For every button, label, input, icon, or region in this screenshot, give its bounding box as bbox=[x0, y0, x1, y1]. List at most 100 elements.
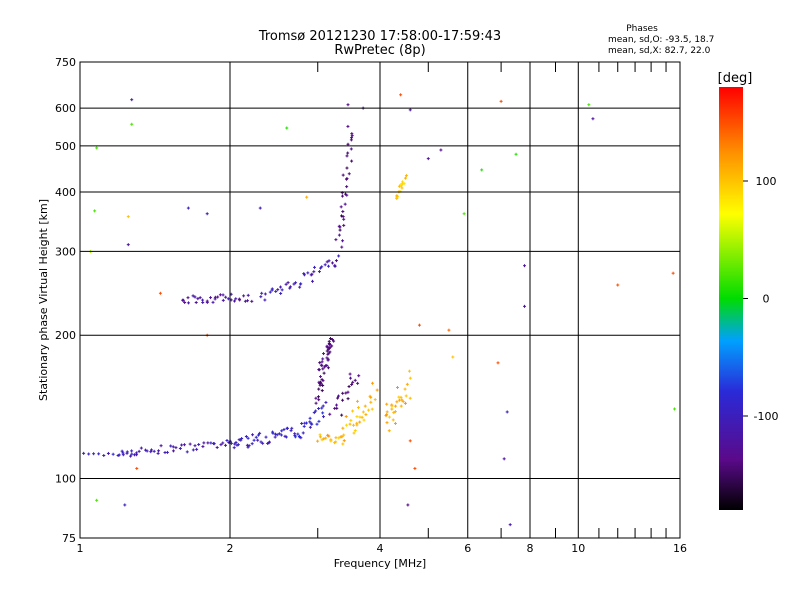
echo-point bbox=[319, 363, 323, 367]
echo-point bbox=[393, 410, 397, 414]
echo-point bbox=[130, 452, 134, 456]
echo-point bbox=[275, 433, 279, 437]
outlier-point bbox=[130, 122, 134, 126]
echo-point bbox=[346, 151, 350, 155]
echo-point bbox=[370, 407, 374, 411]
echo-point bbox=[351, 409, 355, 413]
echo-point bbox=[335, 403, 339, 407]
echo-point bbox=[326, 347, 330, 351]
echo-point bbox=[250, 442, 254, 446]
echo-point bbox=[347, 172, 351, 176]
echo-point bbox=[102, 453, 106, 457]
echo-point bbox=[355, 399, 359, 403]
echo-point bbox=[246, 436, 250, 440]
echo-point bbox=[221, 293, 225, 297]
outlier-point bbox=[130, 98, 134, 102]
echo-point bbox=[317, 398, 321, 402]
echo-point bbox=[289, 429, 293, 433]
x-tick-label: 16 bbox=[673, 542, 687, 555]
echo-point bbox=[194, 301, 198, 305]
echo-point bbox=[201, 301, 205, 305]
echo-point bbox=[329, 439, 333, 443]
echo-point bbox=[402, 182, 406, 186]
outlier-point bbox=[417, 323, 421, 327]
outlier-point bbox=[346, 103, 350, 107]
echo-point bbox=[185, 450, 189, 454]
echo-point bbox=[330, 261, 334, 265]
echo-point bbox=[350, 132, 354, 136]
echo-point bbox=[400, 186, 404, 190]
echo-point bbox=[309, 421, 313, 425]
echo-point bbox=[369, 400, 373, 404]
echo-point bbox=[325, 364, 329, 368]
echo-point bbox=[221, 298, 225, 302]
echo-point bbox=[408, 376, 412, 380]
echo-point bbox=[336, 396, 340, 400]
phase-info-heading: Phases bbox=[626, 24, 658, 34]
echo-point bbox=[316, 439, 320, 443]
echo-point bbox=[134, 451, 138, 455]
echo-point bbox=[321, 367, 325, 371]
echo-point bbox=[182, 443, 186, 447]
echo-point bbox=[326, 352, 330, 356]
outlier-point bbox=[591, 117, 595, 121]
echo-point bbox=[345, 185, 349, 189]
echo-point bbox=[392, 411, 396, 415]
echo-point bbox=[315, 422, 319, 426]
echo-point bbox=[197, 443, 201, 447]
y-tick-label: 500 bbox=[55, 140, 76, 153]
echo-point bbox=[334, 440, 338, 444]
echo-point bbox=[319, 380, 323, 384]
echo-point bbox=[254, 435, 258, 439]
echo-point bbox=[317, 368, 321, 372]
outlier-point bbox=[158, 291, 162, 295]
echo-point bbox=[259, 440, 263, 444]
echo-point bbox=[393, 421, 397, 425]
echo-point bbox=[341, 442, 345, 446]
echo-point bbox=[319, 382, 323, 386]
outlier-point bbox=[285, 126, 289, 130]
echo-point bbox=[323, 365, 327, 369]
echo-point bbox=[387, 415, 391, 419]
x-axis-label: Frequency [MHz] bbox=[334, 557, 426, 570]
echo-point bbox=[298, 285, 302, 289]
outlier-point bbox=[426, 157, 430, 161]
echo-point bbox=[82, 451, 86, 455]
echo-point bbox=[218, 293, 222, 297]
echo-point bbox=[341, 239, 345, 243]
echo-point bbox=[346, 124, 350, 128]
echo-point bbox=[284, 282, 288, 286]
echo-point bbox=[342, 223, 346, 227]
echo-point bbox=[334, 238, 338, 242]
echo-point bbox=[178, 446, 182, 450]
outlier-point bbox=[671, 271, 675, 275]
echo-point bbox=[404, 174, 408, 178]
outlier-point bbox=[93, 209, 97, 213]
y-axis-label: Stationary phase Virtual Height [km] bbox=[37, 199, 50, 401]
echo-point bbox=[327, 259, 331, 263]
echo-point bbox=[327, 264, 331, 268]
echo-point bbox=[352, 423, 356, 427]
echo-point bbox=[353, 429, 357, 433]
echo-point bbox=[171, 449, 175, 453]
echo-point bbox=[232, 446, 236, 450]
echo-point bbox=[358, 420, 362, 424]
echo-point bbox=[385, 421, 389, 425]
echo-point bbox=[344, 391, 348, 395]
echo-point bbox=[149, 450, 153, 454]
echo-point bbox=[193, 295, 197, 299]
echo-point bbox=[403, 401, 407, 405]
echo-point bbox=[340, 413, 344, 417]
echo-point bbox=[286, 281, 290, 285]
phase-info-o: mean, sd,O: -93.5, 18.7 bbox=[608, 35, 714, 45]
echo-point bbox=[345, 177, 349, 181]
echo-point bbox=[87, 452, 91, 456]
outlier-point bbox=[186, 206, 190, 210]
echo-point bbox=[314, 396, 318, 400]
echo-point bbox=[145, 449, 149, 453]
echo-point bbox=[271, 430, 275, 434]
echo-point bbox=[233, 442, 237, 446]
echo-point bbox=[341, 210, 345, 214]
echo-point bbox=[326, 366, 330, 370]
echo-point bbox=[408, 396, 412, 400]
